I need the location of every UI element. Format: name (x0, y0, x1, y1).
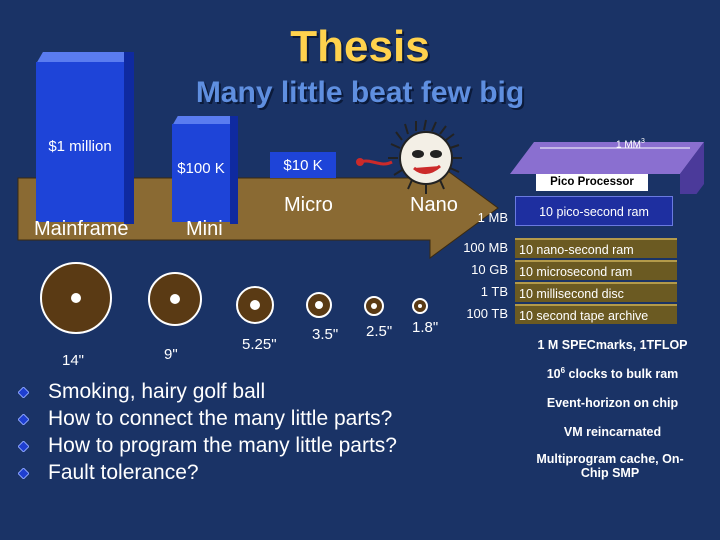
slide-title: Thesis (290, 22, 430, 71)
bullet-item: How to connect the many little parts? (18, 407, 538, 434)
bullet-item: How to program the many little parts? (18, 434, 538, 461)
disk-label-9: 9" (164, 346, 178, 363)
bullet-list: Smoking, hairy golf ball How to connect … (18, 380, 538, 488)
micro-price: $10 K (283, 157, 323, 174)
disk-hole (371, 303, 377, 309)
micro-box (270, 152, 336, 178)
memory-size-2: 10 GB (471, 262, 508, 277)
mini-box-side (230, 116, 238, 224)
disk-label-3-5: 3.5" (312, 326, 339, 343)
disk-hole (170, 294, 180, 304)
pico-processor-chip-icon (510, 142, 704, 194)
memory-layer-0: 10 pico-second ram (515, 196, 673, 226)
disk-label-2-5: 2.5" (366, 323, 393, 340)
mainframe-price: $1 million (48, 138, 112, 155)
memory-layer-2: 10 microsecond ram (515, 260, 677, 280)
disk-label-14: 14" (62, 352, 85, 369)
chip-name-label: Pico Processor (536, 174, 648, 191)
note-specmarks: 1 M SPECmarks, 1TFLOP (537, 338, 688, 352)
disk-hole (250, 300, 260, 310)
note-multiprogram: Multiprogram cache, On-Chip SMP (536, 452, 684, 480)
chip-size-label: 1 MM3 (616, 138, 645, 151)
disk-label-1-8: 1.8" (412, 319, 439, 336)
slide-subtitle: Many little beat few big (195, 76, 525, 109)
diamond-bullet-icon (18, 387, 29, 398)
disk-label-5-25: 5.25" (242, 336, 277, 353)
note-clocks: 106 clocks to bulk ram (546, 366, 679, 382)
mainframe-box-side (124, 52, 134, 224)
disk-hole (315, 301, 323, 309)
disk-hole (418, 304, 422, 308)
disk-3-5in (306, 292, 332, 318)
mini-label: Mini (186, 218, 223, 240)
diamond-bullet-icon (18, 468, 29, 479)
memory-layer-3: 10 millisecond disc (515, 282, 677, 302)
micro-label: Micro (284, 194, 333, 216)
diamond-bullet-icon (18, 414, 29, 425)
memory-layer-1: 10 nano-second ram (515, 238, 677, 258)
hairy-golf-ball-icon (356, 119, 462, 194)
memory-size-1: 100 MB (463, 240, 508, 255)
mini-price: $100 K (177, 160, 225, 177)
mainframe-box (36, 62, 124, 222)
bullet-item: Smoking, hairy golf ball (18, 380, 538, 407)
memory-size-4: 100 TB (466, 306, 508, 321)
diamond-bullet-icon (18, 441, 29, 452)
note-event-horizon: Event-horizon on chip (546, 396, 679, 410)
note-vm: VM reincarnated (563, 425, 662, 439)
memory-size-3: 1 TB (480, 284, 508, 299)
memory-size-0: 1 MB (477, 210, 508, 225)
mini-box (172, 124, 230, 222)
disk-hole (71, 293, 81, 303)
bullet-item: Fault tolerance? (18, 461, 538, 488)
nano-label: Nano (410, 194, 458, 216)
mainframe-label: Mainframe (34, 218, 129, 240)
memory-layer-4: 10 second tape archive (515, 304, 677, 324)
